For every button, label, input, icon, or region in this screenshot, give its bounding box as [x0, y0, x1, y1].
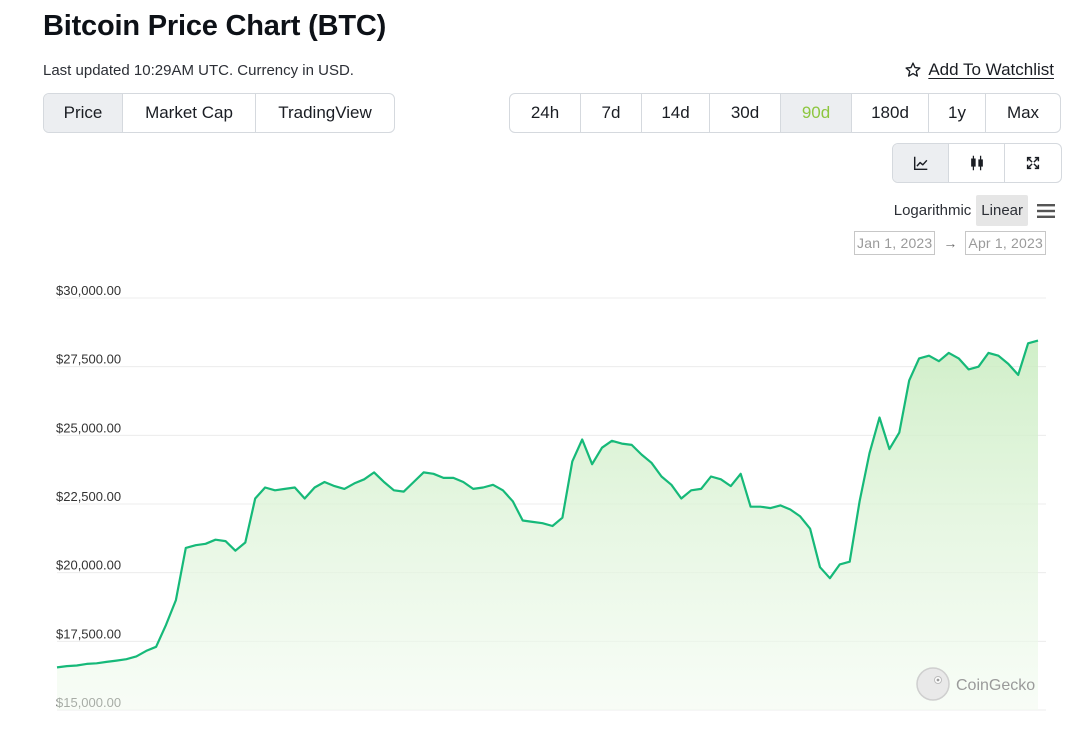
- range-180d-label: 180d: [871, 103, 909, 122]
- range-1y-label: 1y: [948, 103, 966, 122]
- y-tick-label: $22,500.00: [56, 489, 121, 504]
- time-range-tabs: 24h 7d 14d 30d 90d 180d 1y Max: [509, 93, 1061, 133]
- view-mode-toggle: [892, 143, 1062, 183]
- add-to-watchlist-label: Add To Watchlist: [928, 60, 1054, 79]
- range-14d-label: 14d: [661, 103, 690, 122]
- tab-price-label: Price: [63, 103, 103, 122]
- range-max-label: Max: [1006, 103, 1040, 122]
- y-tick-label: $30,000.00: [56, 283, 121, 298]
- range-1y[interactable]: 1y: [929, 94, 986, 132]
- range-max[interactable]: Max: [986, 94, 1060, 132]
- range-7d[interactable]: 7d: [581, 94, 642, 132]
- range-24h-label: 24h: [530, 103, 560, 122]
- range-30d[interactable]: 30d: [710, 94, 781, 132]
- star-icon: [905, 62, 921, 77]
- coingecko-watermark: CoinGecko: [916, 667, 1035, 701]
- line-view-button[interactable]: [893, 144, 949, 182]
- watermark-text: CoinGecko: [956, 677, 1035, 694]
- price-series-line[interactable]: [56, 339, 1039, 669]
- y-tick-label: $20,000.00: [56, 558, 121, 573]
- tab-market-cap[interactable]: Market Cap: [123, 94, 256, 132]
- add-to-watchlist-button[interactable]: Add To Watchlist: [904, 60, 1054, 80]
- tab-market-cap-label: Market Cap: [145, 103, 233, 122]
- line-chart-icon: [913, 156, 927, 171]
- y-tick-label: $27,500.00: [56, 352, 121, 367]
- date-range-inputs: Jan 1, 2023 → Apr 1, 2023: [854, 231, 1046, 255]
- scale-linear[interactable]: Linear: [976, 195, 1028, 226]
- candlestick-icon: [970, 155, 983, 171]
- chart-type-tabs: Price Market Cap TradingView: [43, 93, 395, 133]
- range-14d[interactable]: 14d: [642, 94, 710, 132]
- last-updated-text: Last updated 10:29AM UTC. Currency in US…: [43, 62, 354, 79]
- scale-selector: Logarithmic Linear: [889, 195, 1056, 226]
- expand-icon: [1026, 156, 1040, 170]
- range-90d-label: 90d: [801, 103, 831, 122]
- range-7d-label: 7d: [601, 103, 621, 122]
- range-30d-label: 30d: [730, 103, 760, 122]
- price-chart: $30,000.00 $27,500.00 $25,000.00 $22,500.00…: [56, 283, 1046, 711]
- scale-logarithmic[interactable]: Logarithmic: [893, 202, 972, 219]
- date-range-arrow: →: [943, 235, 958, 251]
- date-to-input[interactable]: Apr 1, 2023: [965, 231, 1046, 255]
- range-90d[interactable]: 90d: [781, 94, 852, 132]
- fullscreen-button[interactable]: [1005, 144, 1061, 182]
- y-tick-label: $25,000.00: [56, 420, 121, 435]
- candlestick-view-button[interactable]: [949, 144, 1005, 182]
- gecko-logo-icon: [916, 667, 950, 701]
- date-from-input[interactable]: Jan 1, 2023: [854, 231, 936, 255]
- tab-tradingview[interactable]: TradingView: [256, 94, 394, 132]
- range-180d[interactable]: 180d: [852, 94, 929, 132]
- range-24h[interactable]: 24h: [510, 94, 581, 132]
- y-tick-label: $17,500.00: [56, 626, 121, 641]
- tab-price[interactable]: Price: [44, 94, 123, 132]
- tab-tradingview-label: TradingView: [278, 103, 372, 122]
- page-title: Bitcoin Price Chart (BTC): [43, 10, 387, 42]
- hamburger-menu-icon[interactable]: [1036, 202, 1056, 220]
- y-axis-labels: $30,000.00 $27,500.00 $25,000.00 $22,500.00…: [56, 283, 121, 710]
